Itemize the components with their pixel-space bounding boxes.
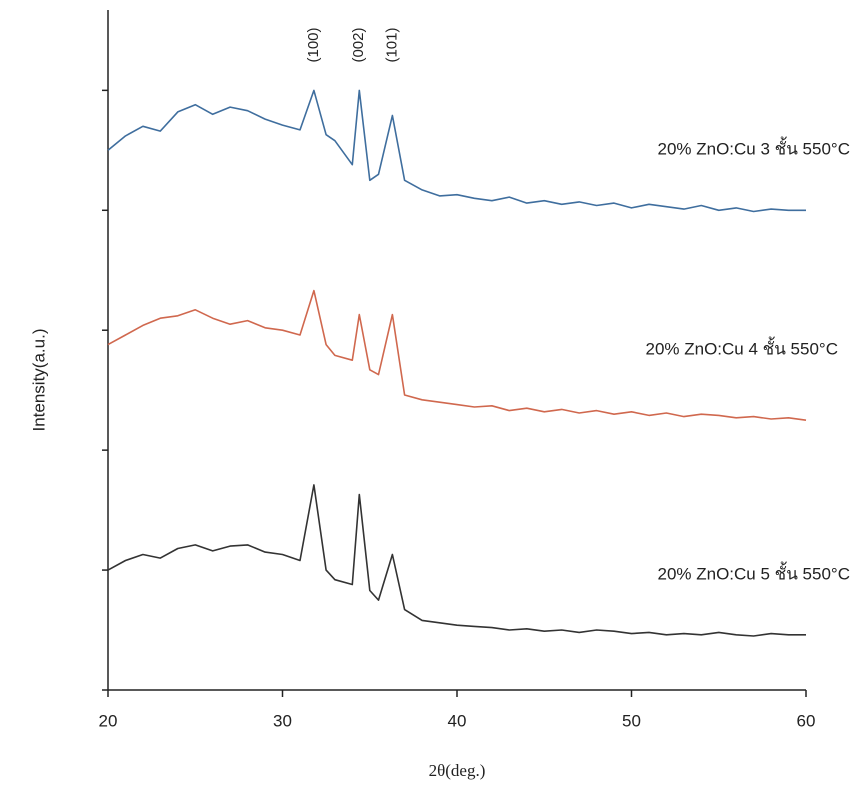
x-tick-label: 50 bbox=[622, 711, 641, 730]
series-line bbox=[107, 484, 806, 637]
peak-annotation: (100) bbox=[305, 27, 322, 62]
y-axis-label: Intensity(a.u.) bbox=[29, 329, 48, 432]
x-tick-label: 40 bbox=[448, 711, 467, 730]
series-label: 20% ZnO:Cu 3 ชั้น 550°C bbox=[658, 136, 851, 158]
series-line bbox=[107, 289, 807, 421]
series-line bbox=[107, 89, 806, 213]
series-label: 20% ZnO:Cu 5 ชั้น 550°C bbox=[658, 561, 851, 583]
x-tick-label: 60 bbox=[797, 711, 816, 730]
x-axis-label: 2θ(deg.) bbox=[429, 761, 486, 780]
series-label: 20% ZnO:Cu 4 ชั้น 550°C bbox=[646, 336, 839, 358]
peak-annotation: (002) bbox=[350, 27, 367, 62]
x-tick-label: 30 bbox=[273, 711, 292, 730]
peak-annotation: (101) bbox=[383, 27, 400, 62]
x-tick-label: 20 bbox=[99, 711, 118, 730]
